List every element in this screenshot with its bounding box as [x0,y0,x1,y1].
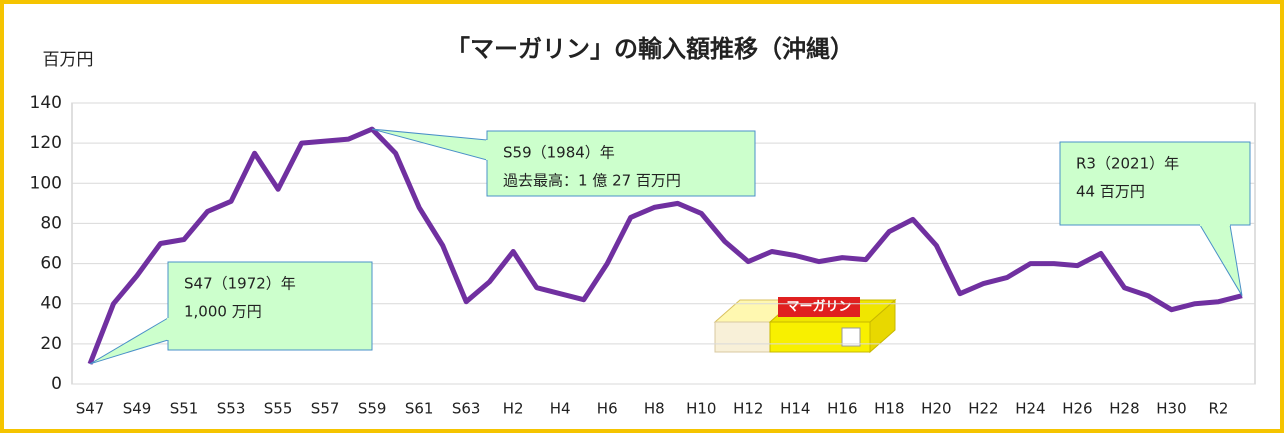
y-tick-label: 0 [51,374,62,394]
data-line [87,126,1243,365]
y-tick-label: 120 [30,133,62,153]
image-label: マーガリン [786,300,851,315]
y-axis-label: 百万円 [43,50,94,70]
x-tick-label: H8 [644,400,665,418]
x-tick-label: H2 [503,400,524,418]
x-tick-label: S57 [311,400,340,418]
callout-text: 過去最高：1 億 27 百万円 [503,172,681,190]
x-tick-label: S63 [452,400,481,418]
x-tick-label: H6 [597,400,618,418]
callout-box [1059,141,1251,226]
x-tick-label: H14 [780,400,810,418]
x-tick-label: H24 [1015,400,1045,418]
x-tick-label: H4 [550,400,571,418]
callout-box [486,130,756,197]
x-tick-label: S55 [264,400,293,418]
package-image: マーガリン [713,297,897,354]
x-tick-label: H12 [733,400,763,418]
x-tick-label: S47 [76,400,105,418]
x-tick-label: H18 [874,400,904,418]
x-tick-label: S59 [358,400,387,418]
x-tick-label: H26 [1062,400,1092,418]
y-tick-label: 100 [30,173,62,193]
y-tick-label: 80 [40,213,62,233]
x-tick-label: H16 [827,400,857,418]
x-tick-label: S51 [170,400,199,418]
x-tick-label: S53 [217,400,246,418]
x-tick-label: H10 [686,400,716,418]
y-tick-label: 60 [40,254,62,274]
callout-box [167,261,373,351]
callout-text: 1,000 万円 [184,303,262,321]
x-tick-label: H22 [968,400,998,418]
x-tick-label: H20 [921,400,951,418]
y-tick-label: 20 [40,334,62,354]
x-tick-label: H28 [1109,400,1139,418]
chart-title: 「マーガリン」の輸入額推移（沖縄） [446,35,854,63]
callout-text: 44 百万円 [1076,183,1145,201]
x-tick-label: H30 [1156,400,1186,418]
x-tick-label: S49 [123,400,152,418]
callout-text: S47（1972）年 [184,275,296,293]
x-tick-label: R2 [1209,400,1229,418]
x-tick-label: S61 [405,400,434,418]
callout-text: R3（2021）年 [1076,155,1179,173]
callout-text: S59（1984）年 [503,144,615,162]
y-tick-label: 140 [30,93,62,113]
y-tick-label: 40 [40,294,62,314]
